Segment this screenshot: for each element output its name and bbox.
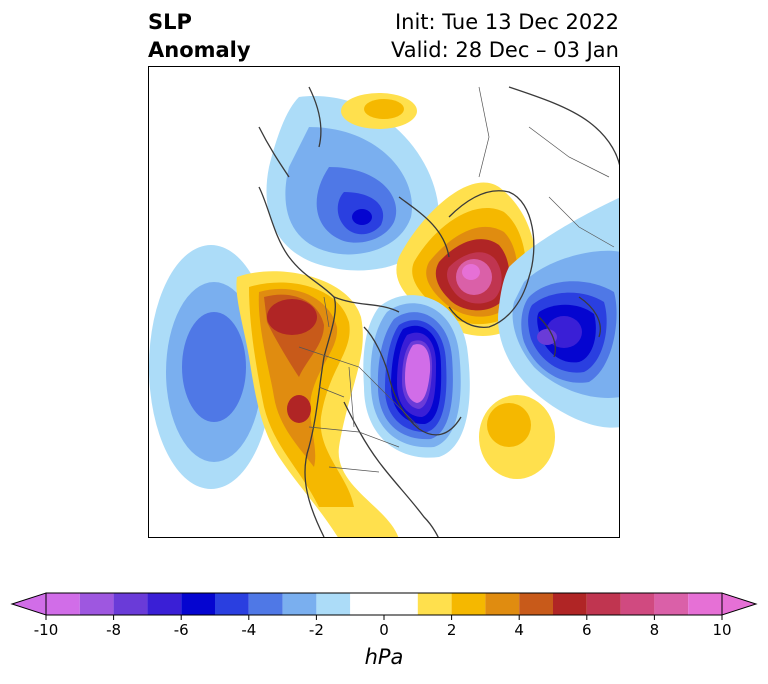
colorbar-tick-label: -2 (309, 621, 324, 639)
colorbar-bin (654, 593, 689, 615)
colorbar-tick-label: 0 (379, 621, 389, 639)
colorbar-bin (519, 593, 553, 615)
colorbar-extend-low (10, 592, 47, 616)
colorbar-bin (79, 593, 114, 615)
colorbar-bin (282, 593, 317, 615)
title-slp: SLP (148, 10, 192, 34)
title-right: Init: Tue 13 Dec 2022 Valid: 28 Dec – 03… (391, 8, 619, 64)
political-borders (298, 86, 615, 473)
colorbar-tick-label: -10 (34, 621, 59, 639)
init-date: Init: Tue 13 Dec 2022 (394, 10, 619, 34)
colorbar-extend-high (721, 592, 758, 616)
title-left: SLP Anomaly (148, 8, 251, 64)
colorbar-bin (553, 593, 587, 615)
colorbar-bin (215, 593, 249, 615)
title-anomaly: Anomaly (148, 38, 251, 62)
colorbar-bin (586, 593, 621, 615)
map-panel (148, 66, 620, 538)
central-atlantic-high (479, 395, 555, 479)
colorbar-bin (350, 593, 418, 615)
colorbar-bin (417, 593, 452, 615)
colorbar-tick-label: -6 (174, 621, 189, 639)
colorbar-bin (688, 593, 722, 615)
eastern-canada-low (363, 295, 470, 458)
colorbar-bin (451, 593, 486, 615)
colorbar-bin (181, 593, 215, 615)
slp-anomaly-map (149, 86, 619, 537)
colorbar-tick-label: 4 (514, 621, 524, 639)
coastlines (258, 86, 619, 537)
colorbar-tick-label: -4 (241, 621, 256, 639)
colorbar-tick-label: 8 (650, 621, 660, 639)
atlantic-low (498, 197, 619, 428)
colorbar-tick-label: 10 (712, 621, 731, 639)
colorbar-bin (316, 593, 351, 615)
valid-range: Valid: 28 Dec – 03 Jan (390, 38, 619, 62)
colorbar-bin (147, 593, 182, 615)
colorbar-bin (248, 593, 283, 615)
colorbar: -10 -8 -6 -4 -2 0 2 4 6 8 10 (10, 592, 758, 639)
colorbar-tick-label: -8 (106, 621, 121, 639)
colorbar-bin (485, 593, 520, 615)
colorbar-bin (620, 593, 655, 615)
colorbar-tick-label: 2 (447, 621, 457, 639)
colorbar-units: hPa (364, 645, 404, 669)
colorbar-bin (46, 593, 80, 615)
arctic-high (341, 93, 417, 129)
hudson-low (266, 96, 439, 271)
colorbar-bin (113, 593, 148, 615)
colorbar-tick-label: 6 (582, 621, 592, 639)
